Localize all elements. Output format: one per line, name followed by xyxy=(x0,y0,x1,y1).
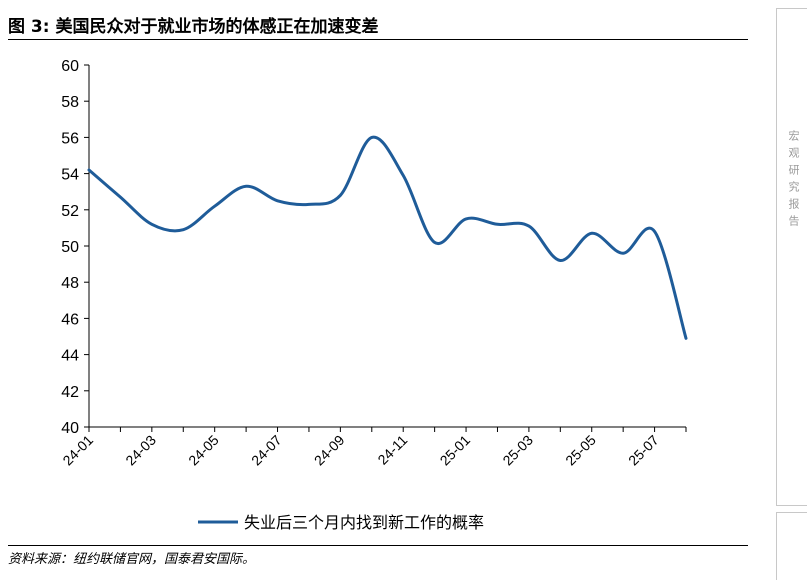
data-point xyxy=(150,223,153,226)
data-point xyxy=(496,223,499,226)
data-point xyxy=(244,185,248,188)
y-tick-label: 54 xyxy=(61,167,79,184)
chart-axes xyxy=(88,65,686,428)
y-tick-label: 44 xyxy=(61,348,79,365)
x-tick-label: 24-09 xyxy=(311,432,348,469)
side-panel xyxy=(776,8,807,506)
data-point xyxy=(213,205,216,208)
side-panel-lower xyxy=(776,512,807,580)
title-rule xyxy=(8,39,748,40)
x-tick-label: 24-05 xyxy=(185,432,222,469)
y-tick-label: 48 xyxy=(61,275,79,292)
side-report-label: 宏观研究报告 xyxy=(787,130,800,232)
y-tick-label: 56 xyxy=(61,130,79,147)
data-point xyxy=(653,230,656,233)
y-tick-label: 60 xyxy=(61,58,79,75)
data-point xyxy=(182,228,185,231)
x-axis-ticks: 24-01 24-03 24-05 24-07 24-09 24-11 25-01 25-03… xyxy=(59,427,687,469)
y-tick-label: 42 xyxy=(61,384,79,401)
data-point xyxy=(307,203,311,206)
y-tick-label: 40 xyxy=(61,420,79,437)
x-tick-label: 25-03 xyxy=(499,432,536,469)
x-tick-label: 25-07 xyxy=(625,432,662,469)
series-line xyxy=(87,135,688,340)
y-tick-label: 58 xyxy=(61,94,79,111)
legend-label: 失业后三个月内找到新工作的概率 xyxy=(244,513,484,532)
data-point xyxy=(590,232,593,235)
x-tick-label: 24-03 xyxy=(122,432,159,469)
data-point xyxy=(119,195,122,199)
y-tick-label: 52 xyxy=(61,203,79,220)
data-point xyxy=(276,199,279,202)
data-point xyxy=(684,337,688,340)
plot-area xyxy=(87,135,688,340)
data-point xyxy=(87,168,91,172)
x-tick-label: 25-05 xyxy=(562,432,599,469)
x-tick-label: 24-11 xyxy=(374,432,410,468)
y-tick-label: 46 xyxy=(61,311,79,328)
x-tick-label: 25-01 xyxy=(437,432,474,469)
data-point xyxy=(402,174,405,177)
data-point xyxy=(464,217,468,221)
data-point xyxy=(433,241,436,244)
y-axis-ticks: 40 42 44 46 48 50 52 54 56 58 60 xyxy=(61,58,89,437)
figure-title: 图 3: 美国民众对于就业市场的体感正在加速变差 xyxy=(8,17,379,37)
data-point xyxy=(559,259,562,262)
y-tick-label: 50 xyxy=(61,239,79,256)
data-point xyxy=(339,194,342,197)
data-point xyxy=(370,136,373,139)
x-tick-label: 24-01 xyxy=(59,432,96,469)
source-rule xyxy=(8,545,748,546)
source-note: 资料来源：纽约联储官网，国泰君安国际。 xyxy=(8,552,256,567)
x-tick-label: 24-07 xyxy=(248,432,285,469)
data-point xyxy=(622,252,625,255)
data-point xyxy=(527,224,531,228)
chart-legend: 失业后三个月内找到新工作的概率 xyxy=(198,513,484,532)
